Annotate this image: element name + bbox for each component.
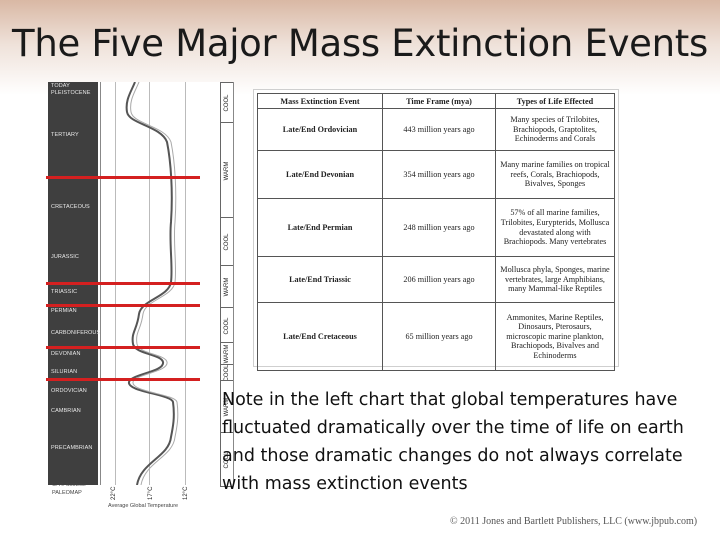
period-label: TODAY (51, 83, 70, 89)
time-cell: 443 million years ago (382, 108, 496, 151)
climate-band: WARM (220, 342, 233, 365)
event-cell: Late/End Cretaceous (257, 302, 383, 371)
climate-band: WARM (220, 265, 233, 308)
climate-band: COOL (220, 307, 233, 343)
table-row: Late/End Devonian 354 million years ago … (257, 150, 615, 199)
slide-title: The Five Major Mass Extinction Events (12, 22, 708, 65)
temperature-curve (125, 82, 179, 485)
extinction-table: Mass Extinction Event Time Frame (mya) T… (257, 93, 615, 371)
extinction-line-devonian (46, 346, 200, 349)
climate-band: COOL (220, 364, 233, 382)
extinction-table-image: Mass Extinction Event Time Frame (mya) T… (254, 90, 618, 371)
period-label: DEVONIAN (51, 351, 81, 357)
period-label: ORDOVICIAN (51, 388, 87, 394)
period-label: JURASSIC (51, 254, 79, 260)
temp-tick-label: 22°C (111, 486, 117, 500)
event-cell: Late/End Triassic (257, 256, 383, 303)
event-cell: Late/End Devonian (257, 150, 383, 199)
life-cell: Ammonites, Marine Reptiles, Dinosaurs, P… (495, 302, 615, 371)
climate-band: COOL (220, 82, 233, 123)
extinction-line-permian (46, 304, 200, 307)
event-cell: Late/End Ordovician (257, 108, 383, 151)
table-row: Late/End Cretaceous 65 million years ago… (257, 302, 615, 371)
time-cell: 65 million years ago (382, 302, 496, 371)
life-cell: Many species of Trilobites, Brachiopods,… (495, 108, 615, 151)
climate-band: COOL (220, 432, 233, 487)
climate-band: WARM (220, 380, 233, 433)
chart-credit: PALEOMAP (52, 490, 82, 496)
climate-band: WARM (220, 122, 233, 218)
time-cell: 354 million years ago (382, 150, 496, 199)
copyright-notice: © 2011 Jones and Bartlett Publishers, LL… (450, 516, 698, 527)
table-row: Late/End Triassic 206 million years ago … (257, 256, 615, 303)
period-label: PERMIAN (51, 308, 77, 314)
extinction-line-cretaceous (46, 176, 200, 179)
period-label: PLEISTOCENE (51, 90, 91, 96)
table-header: Mass Extinction Event (257, 93, 383, 109)
life-cell: Mollusca phyla, Sponges, marine vertebra… (495, 256, 615, 303)
climate-band: COOL (220, 217, 233, 266)
axis-title: Average Global Temperature (108, 503, 179, 509)
chart-credit: C. R. Scotese (52, 482, 86, 488)
table-header: Time Frame (mya) (382, 93, 496, 109)
life-cell: 57% of all marine families, Trilobites, … (495, 198, 615, 257)
table-row: Late/End Permian 248 million years ago 5… (257, 198, 615, 257)
period-label: CAMBRIAN (51, 408, 81, 414)
temp-tick-label: 12°C (183, 486, 189, 500)
life-cell: Many marine families on tropical reefs, … (495, 150, 615, 199)
slide-note: Note in the left chart that global tempe… (222, 390, 684, 494)
period-label: SILURIAN (51, 369, 78, 375)
period-label: TRIASSIC (51, 289, 78, 295)
period-label: CARBONIFEROUS (51, 330, 101, 336)
table-header: Types of Life Effected (495, 93, 615, 109)
time-cell: 206 million years ago (382, 256, 496, 303)
table-row: Late/End Ordovician 443 million years ag… (257, 108, 615, 151)
extinction-line-ordovician (46, 378, 200, 381)
period-label: TERTIARY (51, 132, 79, 138)
period-label: CRETACEOUS (51, 204, 90, 210)
geologic-temperature-chart: TODAY PLEISTOCENE TERTIARY CRETACEOUS JU… (46, 82, 234, 510)
temp-tick-label: 17°C (148, 486, 154, 500)
period-label: PRECAMBRIAN (51, 445, 93, 451)
extinction-line-triassic (46, 282, 200, 285)
event-cell: Late/End Permian (257, 198, 383, 257)
time-cell: 248 million years ago (382, 198, 496, 257)
